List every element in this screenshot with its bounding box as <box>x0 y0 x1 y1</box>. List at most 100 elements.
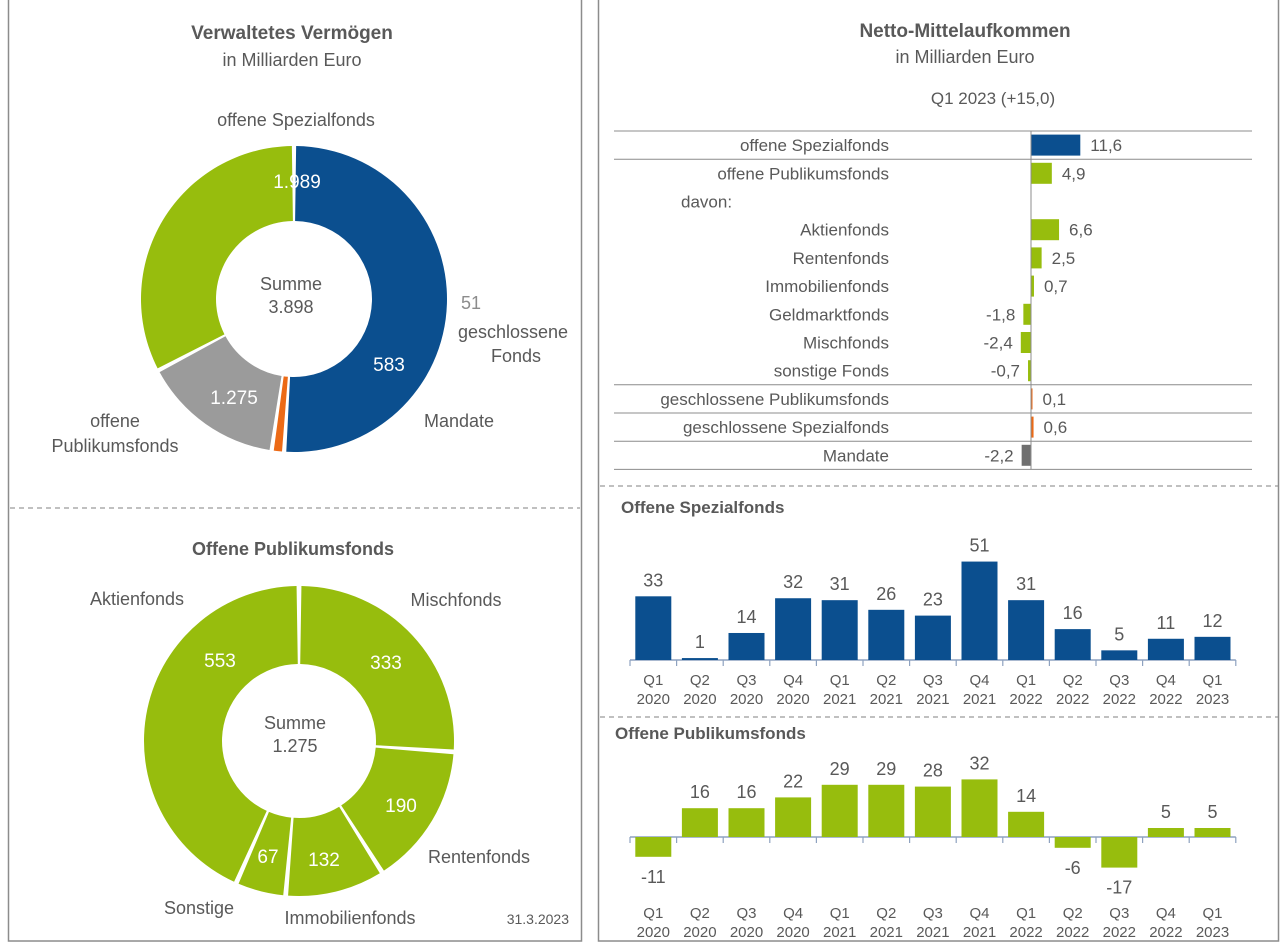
netflow-bar <box>1031 388 1033 410</box>
publikumsfonds-value-label: -11 <box>641 867 666 887</box>
publikumsfonds-tick-label-quarter: Q3 <box>736 905 756 922</box>
publikumsfonds-bar <box>728 808 765 837</box>
spezialfonds-tick-label-year: 2021 <box>823 691 856 708</box>
publikumsfonds-bar <box>961 779 998 837</box>
publikumsfonds-value-label: 16 <box>690 782 710 802</box>
netflow-period-label: Q1 2023 (+15,0) <box>931 89 1055 108</box>
publikumsfonds-tick-label-year: 2020 <box>637 924 670 941</box>
spezialfonds-tick-label-quarter: Q3 <box>1109 672 1129 689</box>
spezialfonds-bars: 33 Q1 2020 1 Q2 2020 14 Q3 2020 32 Q4 2020 31 Q1 2021 2… <box>629 536 1237 708</box>
netflow-value-label: 6,6 <box>1069 221 1093 240</box>
date-label: 31.3.2023 <box>507 911 569 927</box>
netflow-bar <box>1031 275 1034 297</box>
publikumsfonds-value-label: 5 <box>1161 802 1171 822</box>
spezialfonds-tick-label-year: 2022 <box>1056 691 1089 708</box>
publikumsfonds-tick-label-year: 2020 <box>776 924 809 941</box>
spezialfonds-bar <box>728 632 765 660</box>
pub-value-immobilienfonds: 132 <box>308 850 340 871</box>
publikumsfonds-value-label: 16 <box>736 782 756 802</box>
publikumsfonds-bar <box>1101 837 1138 868</box>
aum-value-publikumsfonds: 1.275 <box>210 388 258 409</box>
publikumsfonds-tick-label-year: 2021 <box>870 924 903 941</box>
spezialfonds-tick-label-year: 2022 <box>1103 691 1136 708</box>
spezialfonds-tick-label-year: 2020 <box>730 691 763 708</box>
publikumsfonds-tick-label-year: 2022 <box>1056 924 1089 941</box>
pub-slice-4 <box>238 811 292 896</box>
publikumsfonds-bar <box>868 784 905 837</box>
spezialfonds-tick-label-quarter: Q4 <box>969 672 989 689</box>
publikumsfonds-bar <box>1008 811 1045 837</box>
pub-center-label: Summe <box>264 713 326 733</box>
aum-slice-1 <box>286 146 447 453</box>
aum-label-publikumsfonds-2: Publikumsfonds <box>51 436 178 456</box>
publikumsfonds-tick-label-year: 2022 <box>1103 924 1136 941</box>
spezialfonds-bar <box>868 609 905 660</box>
aum-title: Verwaltetes Vermögen <box>191 23 393 44</box>
netflow-value-label: 2,5 <box>1052 249 1076 268</box>
spezialfonds-value-label: 16 <box>1063 603 1083 623</box>
publikumsfonds-bar <box>914 786 951 837</box>
netflow-bar <box>1031 134 1081 156</box>
netflow-subtitle: in Milliarden Euro <box>895 47 1034 67</box>
pub-value-aktienfonds: 553 <box>204 651 236 672</box>
publikumsfonds-tick-label-year: 2023 <box>1196 924 1229 941</box>
spezialfonds-bar <box>1008 600 1045 660</box>
publikumsfonds-value-label: -17 <box>1106 878 1132 898</box>
spezialfonds-value-label: 5 <box>1114 624 1124 644</box>
publikumsfonds-tick-label-quarter: Q4 <box>969 905 989 922</box>
spezialfonds-title: Offene Spezialfonds <box>621 498 784 517</box>
right-panel-border <box>597 0 1280 942</box>
publikumsfonds-bar <box>1194 828 1231 837</box>
spezialfonds-tick-label-year: 2021 <box>916 691 949 708</box>
pub-value-mischfonds: 333 <box>370 653 402 674</box>
publikumsfonds-tick-label-quarter: Q2 <box>690 905 710 922</box>
netflow-bar <box>1031 162 1052 184</box>
netflow-row-label: Aktienfonds <box>800 221 889 240</box>
netflow-bar <box>1021 444 1031 466</box>
netflow-value-label: -2,4 <box>984 334 1013 353</box>
pub-value-sonstige: 67 <box>257 847 278 868</box>
publikumsfonds-tick-label-year: 2021 <box>916 924 949 941</box>
pub-slice-1 <box>300 586 454 750</box>
publikumsfonds-tick-label-quarter: Q3 <box>1109 905 1129 922</box>
spezialfonds-tick-label-year: 2022 <box>1149 691 1182 708</box>
publikumsfonds-tick-label-year: 2021 <box>963 924 996 941</box>
netflow-row-label: sonstige Fonds <box>774 362 889 381</box>
spezialfonds-value-label: 14 <box>736 607 756 627</box>
spezialfonds-tick-label-year: 2020 <box>683 691 716 708</box>
publikumsfonds-value-label: 14 <box>1016 786 1036 806</box>
spezialfonds-value-label: 32 <box>783 572 803 592</box>
aum-center-value: 3.898 <box>268 297 313 317</box>
spezialfonds-tick-label-quarter: Q4 <box>783 672 803 689</box>
spezialfonds-value-label: 51 <box>969 536 989 556</box>
publikumsfonds-tick-label-quarter: Q2 <box>876 905 896 922</box>
aum-slice-2 <box>273 376 288 452</box>
publikumsfonds-bar-chart: Offene Publikumsfonds -11 Q1 2020 16 Q2 2020 1… <box>615 724 1237 941</box>
netflow-row-label: offene Publikumsfonds <box>717 164 889 183</box>
left-panel-border <box>7 0 583 942</box>
publikumsfonds-value-label: 29 <box>830 759 850 779</box>
netflow-value-label: 0,1 <box>1043 390 1067 409</box>
netflow-value-label: -1,8 <box>986 305 1015 324</box>
aum-slices <box>140 146 447 453</box>
spezialfonds-tick-label-year: 2020 <box>776 691 809 708</box>
spezialfonds-tick-label-quarter: Q3 <box>736 672 756 689</box>
netflow-row-label: Immobilienfonds <box>765 277 889 296</box>
spezialfonds-tick-label-quarter: Q1 <box>643 672 663 689</box>
spezialfonds-value-label: 1 <box>695 632 705 652</box>
netflow-bar <box>1031 416 1034 438</box>
publikumsfonds-bar <box>1147 828 1184 837</box>
spezialfonds-value-label: 12 <box>1202 611 1222 631</box>
spezialfonds-bar <box>1054 629 1091 660</box>
netflow-row-label: Rentenfonds <box>793 249 889 268</box>
publikumsfonds-tick-label-quarter: Q1 <box>1202 905 1222 922</box>
spezialfonds-tick-label-quarter: Q1 <box>1016 672 1036 689</box>
spezialfonds-tick-label-quarter: Q2 <box>876 672 896 689</box>
publikumsfonds-tick-label-year: 2022 <box>1009 924 1042 941</box>
publikumsfonds-bar <box>775 797 812 837</box>
publikumsfonds-bar-title: Offene Publikumsfonds <box>615 724 806 743</box>
publikumsfonds-tick-label-quarter: Q2 <box>1063 905 1083 922</box>
netflow-value-label: 11,6 <box>1090 136 1122 155</box>
spezialfonds-value-label: 11 <box>1157 613 1176 633</box>
